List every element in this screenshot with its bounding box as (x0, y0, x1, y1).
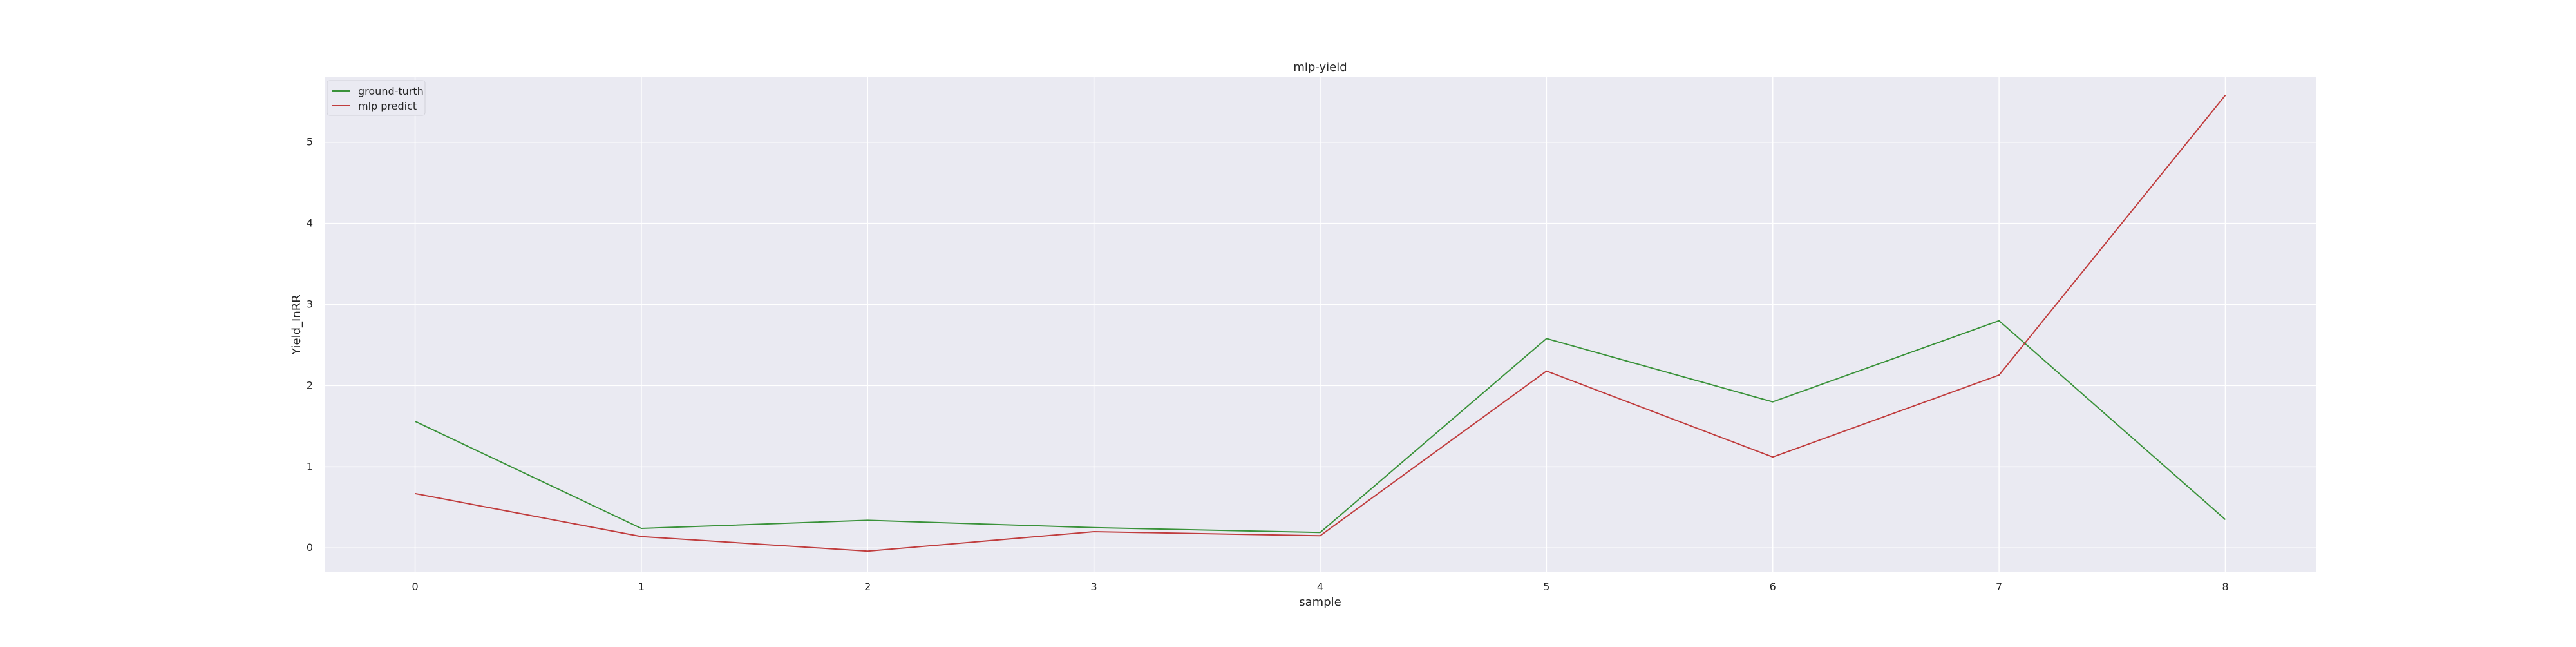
series-line-mlp-predict (415, 95, 2226, 552)
axis-ticks: 0 1 2 3 4 5 6 7 8 0 1 2 3 4 5 (307, 136, 2229, 593)
y-tick-label: 0 (307, 541, 313, 554)
y-tick-label: 2 (307, 379, 313, 391)
y-tick-label: 5 (307, 136, 313, 148)
x-axis-label: sample (1299, 595, 1341, 609)
legend: ground-turth mlp predict (327, 80, 426, 116)
legend-label-mlp-predict: mlp predict (358, 100, 417, 112)
y-tick-label: 4 (307, 217, 313, 229)
x-tick-label: 8 (2222, 581, 2228, 593)
x-tick-label: 3 (1091, 581, 1097, 593)
x-tick-label: 0 (412, 581, 418, 593)
x-tick-label: 2 (864, 581, 871, 593)
x-tick-label: 7 (1996, 581, 2002, 593)
legend-box (327, 80, 426, 116)
series-line-ground-turth (415, 320, 2226, 534)
y-tick-label: 1 (307, 460, 313, 472)
chart-title: mlp-yield (1293, 61, 1347, 74)
legend-label-ground-turth: ground-turth (358, 85, 424, 97)
y-axis-label: Yield_InRR (290, 295, 303, 356)
x-tick-label: 4 (1317, 581, 1323, 593)
y-tick-label: 3 (307, 298, 313, 311)
series-lines (415, 95, 2226, 552)
x-tick-label: 1 (638, 581, 645, 593)
x-tick-label: 5 (1543, 581, 1549, 593)
x-tick-label: 6 (1770, 581, 1776, 593)
grid-lines (325, 77, 2316, 572)
